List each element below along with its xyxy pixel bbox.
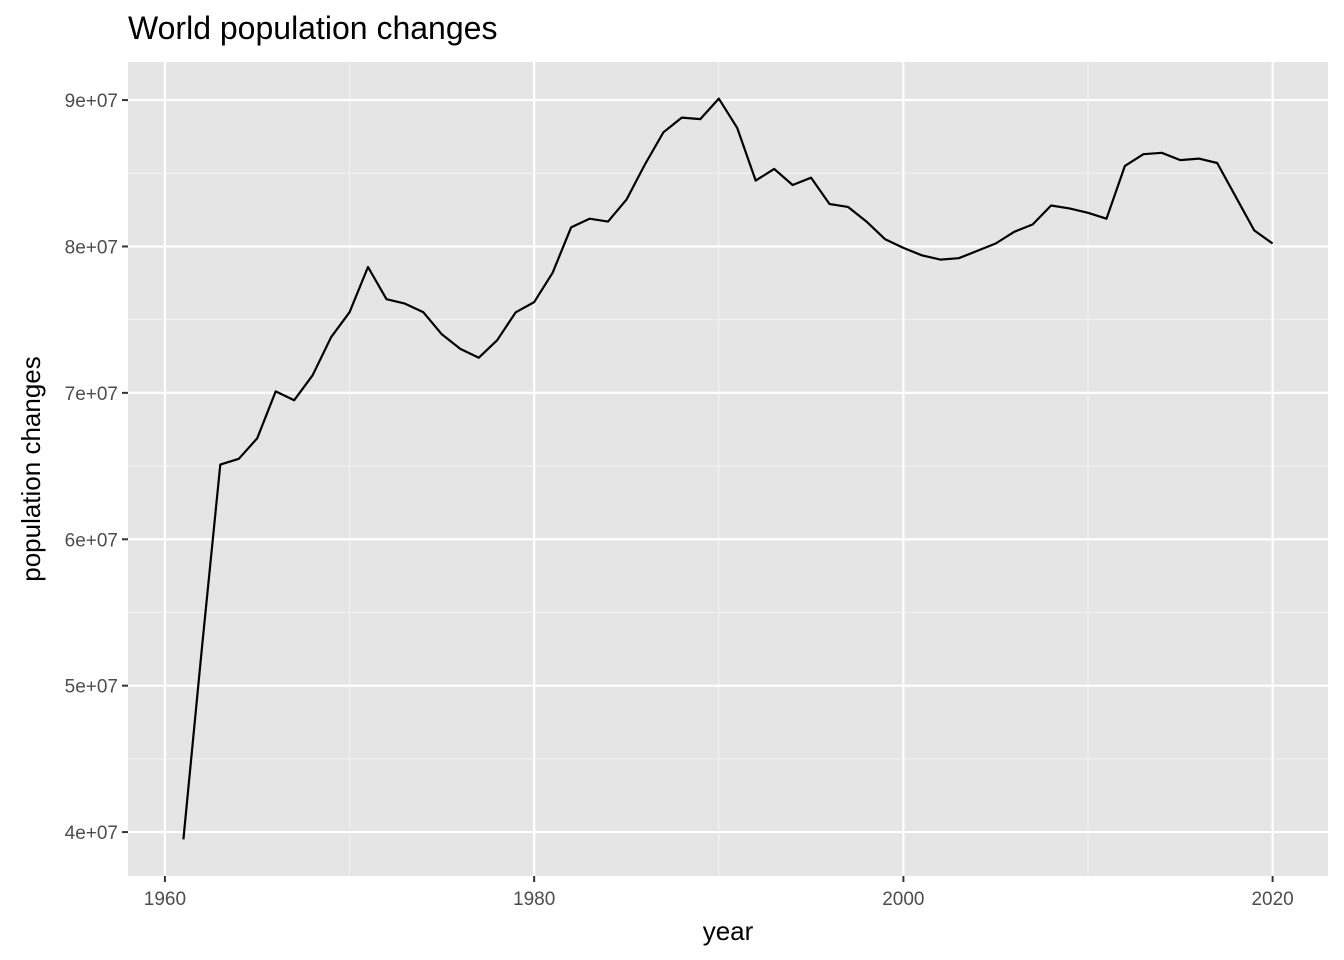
y-tick-label: 7e+07 (65, 384, 118, 405)
chart-title: World population changes (128, 10, 498, 46)
grid-minor (128, 62, 1328, 876)
axis-ticks (122, 99, 1274, 882)
x-tick-label: 1980 (513, 889, 555, 910)
x-axis-tick-labels: 1960 1980 2000 2020 (144, 889, 1294, 910)
x-tick-label: 2000 (882, 889, 924, 910)
series-line (182, 97, 1274, 840)
x-tick-label: 2020 (1251, 889, 1293, 910)
series-layer (182, 97, 1274, 840)
y-tick-label: 5e+07 (65, 677, 118, 698)
y-tick-label: 9e+07 (65, 91, 118, 112)
plot-background (128, 62, 1328, 876)
x-axis-title: year (703, 916, 754, 946)
y-tick-label: 6e+07 (65, 530, 118, 551)
y-axis-tick-labels: 4e+07 5e+07 6e+07 7e+07 8e+07 9e+07 (65, 91, 118, 844)
grid-major (128, 62, 1328, 876)
y-axis-title: population changes (16, 356, 46, 582)
x-tick-label: 1960 (144, 889, 186, 910)
y-tick-label: 4e+07 (65, 823, 118, 844)
y-tick-label: 8e+07 (65, 237, 118, 258)
